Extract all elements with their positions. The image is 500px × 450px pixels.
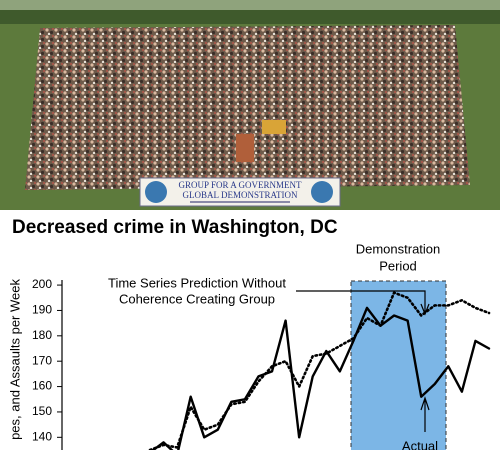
annotation: Time Series Prediction Without (108, 275, 286, 290)
y-tick-label: 200 (32, 277, 52, 291)
y-tick-label: 180 (32, 328, 52, 342)
photo: GROUP FOR A GOVERNMENT GLOBAL DEMONSTRAT… (0, 0, 500, 210)
annotation: Actual (402, 438, 438, 450)
annotation: Demonstration (356, 241, 441, 256)
y-tick-label: 170 (32, 353, 52, 367)
y-tick-label: 150 (32, 404, 52, 418)
banner-line: GLOBAL DEMONSTRATION (183, 190, 298, 200)
y-tick-label: 190 (32, 303, 52, 317)
banner-line: GROUP FOR A GOVERNMENT (179, 180, 302, 190)
y-axis-label: pes, and Assaults per Week (7, 279, 22, 440)
annotation: Coherence Creating Group (119, 291, 275, 306)
leader-line (420, 396, 430, 432)
chart-title: Decreased crime in Washington, DC (12, 217, 338, 238)
series-line (148, 291, 491, 450)
annotation: Period (379, 258, 417, 273)
series-line (151, 306, 491, 450)
y-tick-label: 140 (32, 429, 52, 443)
y-tick-label: 160 (32, 379, 52, 393)
